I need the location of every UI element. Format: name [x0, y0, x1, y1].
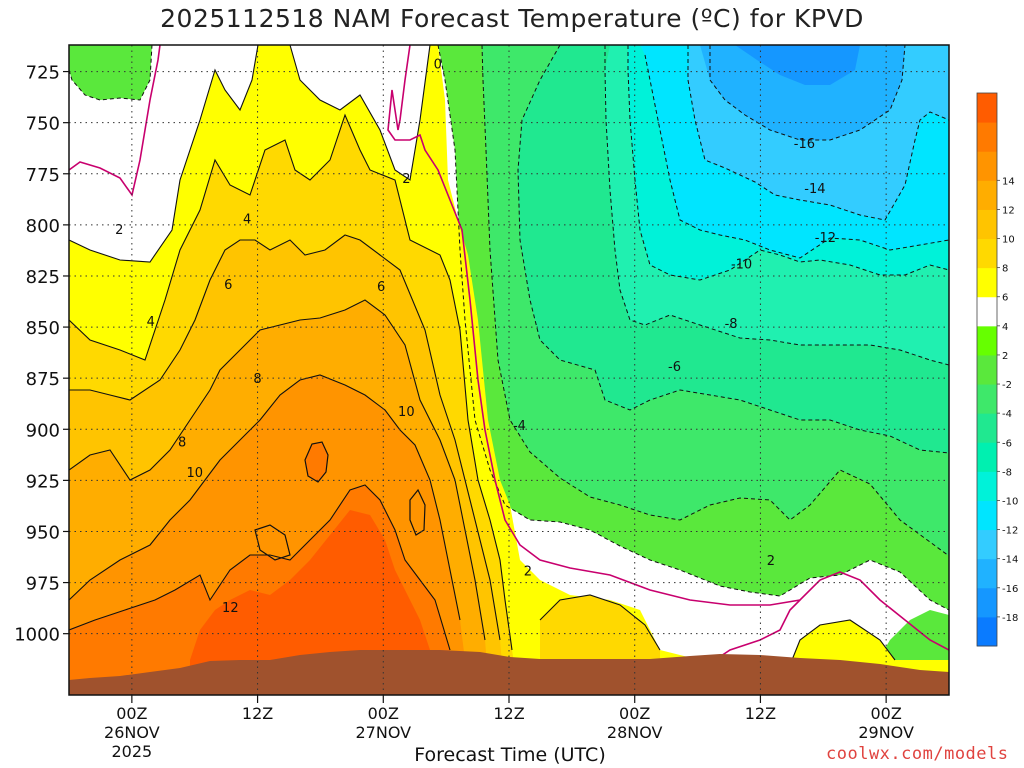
x-tick-label-6-0: 00Z	[870, 704, 901, 723]
colorbar-swatch-7	[977, 413, 997, 443]
colorbar-label--6: -6	[1002, 438, 1012, 449]
colorbar-swatch-8	[977, 384, 997, 414]
colorbar-swatch-15	[977, 180, 997, 210]
y-tick-label-725: 725	[26, 63, 60, 84]
band-minus-2-to-minus-4-upper-left	[69, 45, 152, 100]
band-above-14	[190, 510, 439, 695]
x-tick-label-3-0: 12Z	[493, 704, 524, 723]
x-tick-label-1-0: 12Z	[242, 704, 273, 723]
colorbar-label-6: 6	[1002, 293, 1008, 304]
colorbar-swatch-11	[977, 296, 997, 327]
colorbar-swatch-5	[977, 471, 997, 501]
colorbar-swatch-13	[977, 238, 997, 269]
warm-pocket	[304, 441, 329, 483]
colorbar-swatch-14	[977, 209, 997, 240]
colorbar-swatch-9	[977, 354, 997, 385]
colorbar-label-10: 10	[1002, 235, 1015, 246]
contour-label-15: -6	[668, 360, 681, 375]
x-tick-label-2-0: 00Z	[368, 704, 399, 723]
x-axis-label: Forecast Time (UTC)	[414, 744, 606, 766]
y-tick-label-975: 975	[26, 574, 60, 595]
contour-label-20: -16	[794, 137, 815, 152]
colorbar-label--2: -2	[1002, 380, 1012, 391]
x-tick-label-6-1: 29NOV	[858, 723, 914, 742]
y-tick-label-875: 875	[26, 369, 60, 390]
colorbar-label-14: 14	[1002, 176, 1015, 187]
contour-label-8: 10	[398, 405, 415, 420]
colorbar-swatch-3	[977, 529, 997, 560]
colorbar-label--8: -8	[1002, 467, 1012, 478]
contour-label-4: 6	[224, 278, 232, 293]
colorbar-swatch-10	[977, 325, 997, 356]
contour-label-17: -10	[731, 258, 752, 273]
colorbar-swatch-16	[977, 151, 997, 181]
contour-label-7: 8	[253, 372, 261, 387]
contour-label-14: -4	[513, 419, 526, 434]
y-tick-label-775: 775	[26, 165, 60, 186]
y-axis: 725 750 775 800 825 850 875 900 925 950 975 1000	[14, 63, 69, 646]
y-tick-label-1000: 1000	[14, 625, 60, 646]
colorbar-label--18: -18	[1002, 613, 1018, 624]
colorbar-label-2: 2	[1002, 351, 1008, 362]
y-tick-label-900: 900	[26, 420, 60, 441]
x-tick-label-4-0: 00Z	[619, 704, 650, 723]
colorbar-swatch-18	[977, 93, 997, 123]
colorbar-swatch-17	[977, 122, 997, 152]
colorbar-label-12: 12	[1002, 205, 1015, 216]
x-tick-label-0-0: 00Z	[116, 704, 147, 723]
colorbar-swatch-4	[977, 500, 997, 531]
y-tick-label-800: 800	[26, 216, 60, 237]
band-below-minus-18	[735, 45, 860, 85]
x-tick-label-4-1: 28NOV	[607, 723, 663, 742]
colorbar-label-8: 8	[1002, 264, 1008, 275]
colorbar-legend: -18 -16 -14 -12 -10 -8 -6 -4 -2 2 4 6 8 10 12 14	[976, 92, 1018, 647]
grid-lines	[69, 45, 949, 695]
colorbar-label--10: -10	[1002, 496, 1018, 507]
y-tick-label-850: 850	[26, 318, 60, 339]
plot-area	[69, 45, 949, 695]
chart-title: 2025112518 NAM Forecast Temperature (ºC)…	[160, 4, 864, 33]
positive-contours	[69, 45, 896, 666]
contour-label-2: 4	[243, 213, 251, 228]
warm-pocket-2	[254, 524, 291, 561]
contour-label-3: 2	[115, 223, 123, 238]
colorbar-label--4: -4	[1002, 409, 1012, 420]
negative-contours	[69, 45, 949, 611]
y-tick-label-950: 950	[26, 522, 60, 543]
contour-label-11: 12	[222, 601, 239, 616]
watermark-text: coolwx.com/models	[826, 744, 1009, 764]
colorbar-label--16: -16	[1002, 584, 1018, 595]
x-tick-label-2-1: 27NOV	[355, 723, 411, 742]
contour-label-19: -14	[804, 182, 825, 197]
contour-label-6: 4	[147, 315, 155, 330]
colorbar-swatch-0	[977, 616, 997, 647]
contour-label-0: 0	[434, 57, 442, 72]
colorbar-label--14: -14	[1002, 555, 1018, 566]
x-tick-label-0-2: 2025	[111, 742, 152, 761]
contour-label-13: 2	[767, 554, 775, 569]
colorbar-swatch-1	[977, 587, 997, 618]
colorbar-frame	[976, 92, 998, 647]
colorbar-swatch-2	[977, 558, 997, 589]
y-tick-label-750: 750	[26, 114, 60, 135]
contour-label-12: 2	[524, 564, 532, 579]
y-tick-label-925: 925	[26, 471, 60, 492]
contour-label-1: 2	[402, 172, 410, 187]
x-tick-label-0-1: 26NOV	[104, 723, 160, 742]
colorbar-swatch-12	[977, 267, 997, 298]
contour-label-5: 6	[377, 280, 385, 295]
contour-label-18: -12	[815, 231, 836, 246]
contour-label-16: -8	[725, 317, 738, 332]
y-tick-label-825: 825	[26, 267, 60, 288]
colorbar-label--12: -12	[1002, 526, 1018, 537]
contour-label-9: 8	[178, 436, 186, 451]
x-tick-label-5-0: 12Z	[745, 704, 776, 723]
contour-label-10: 10	[186, 466, 203, 481]
colorbar-label-4: 4	[1002, 322, 1008, 333]
warm-pocket-3	[409, 488, 426, 536]
colorbar-swatch-6	[977, 442, 997, 472]
